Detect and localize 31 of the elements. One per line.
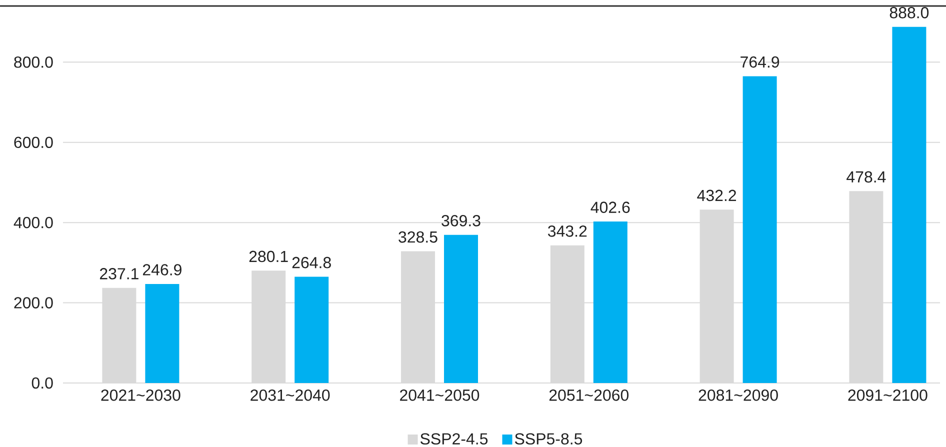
data-label: 369.3 [442,215,480,226]
bar [593,222,628,383]
x-tick-label: 2091~2100 [848,390,928,401]
x-tick-label: 2051~2060 [549,390,629,401]
data-label: 343.2 [548,225,587,237]
y-tick-label: 600.0 [14,136,53,148]
bar [892,26,926,383]
data-label: 264.8 [292,256,331,268]
bar [294,276,329,383]
data-label: 764.9 [740,56,780,68]
data-label: 280.1 [249,250,288,262]
data-label: 888.0 [890,6,929,18]
x-tick-label: 2041~2050 [400,390,480,401]
bar [145,284,180,383]
data-label: 402.6 [590,202,630,213]
x-tick-label: 2081~2090 [698,390,778,401]
legend-label: SSP5-8.5 [514,433,582,445]
x-tick-label: 2021~2030 [101,390,180,401]
bar [444,234,478,383]
bar [742,76,777,383]
y-tick-label: 800.0 [14,56,53,68]
data-label: 432.2 [697,190,736,202]
legend-label: SSP2-4.5 [420,433,488,445]
y-tick-label: 200.0 [14,297,53,308]
x-tick-label: 2031~2040 [250,390,330,401]
data-label: 328.5 [398,231,438,243]
data-label: 478.4 [846,171,886,183]
y-tick-label: 400.0 [14,216,53,228]
y-tick-label: 0.0 [32,377,53,389]
data-label: 237.1 [100,268,138,280]
data-label: 246.9 [142,264,182,276]
